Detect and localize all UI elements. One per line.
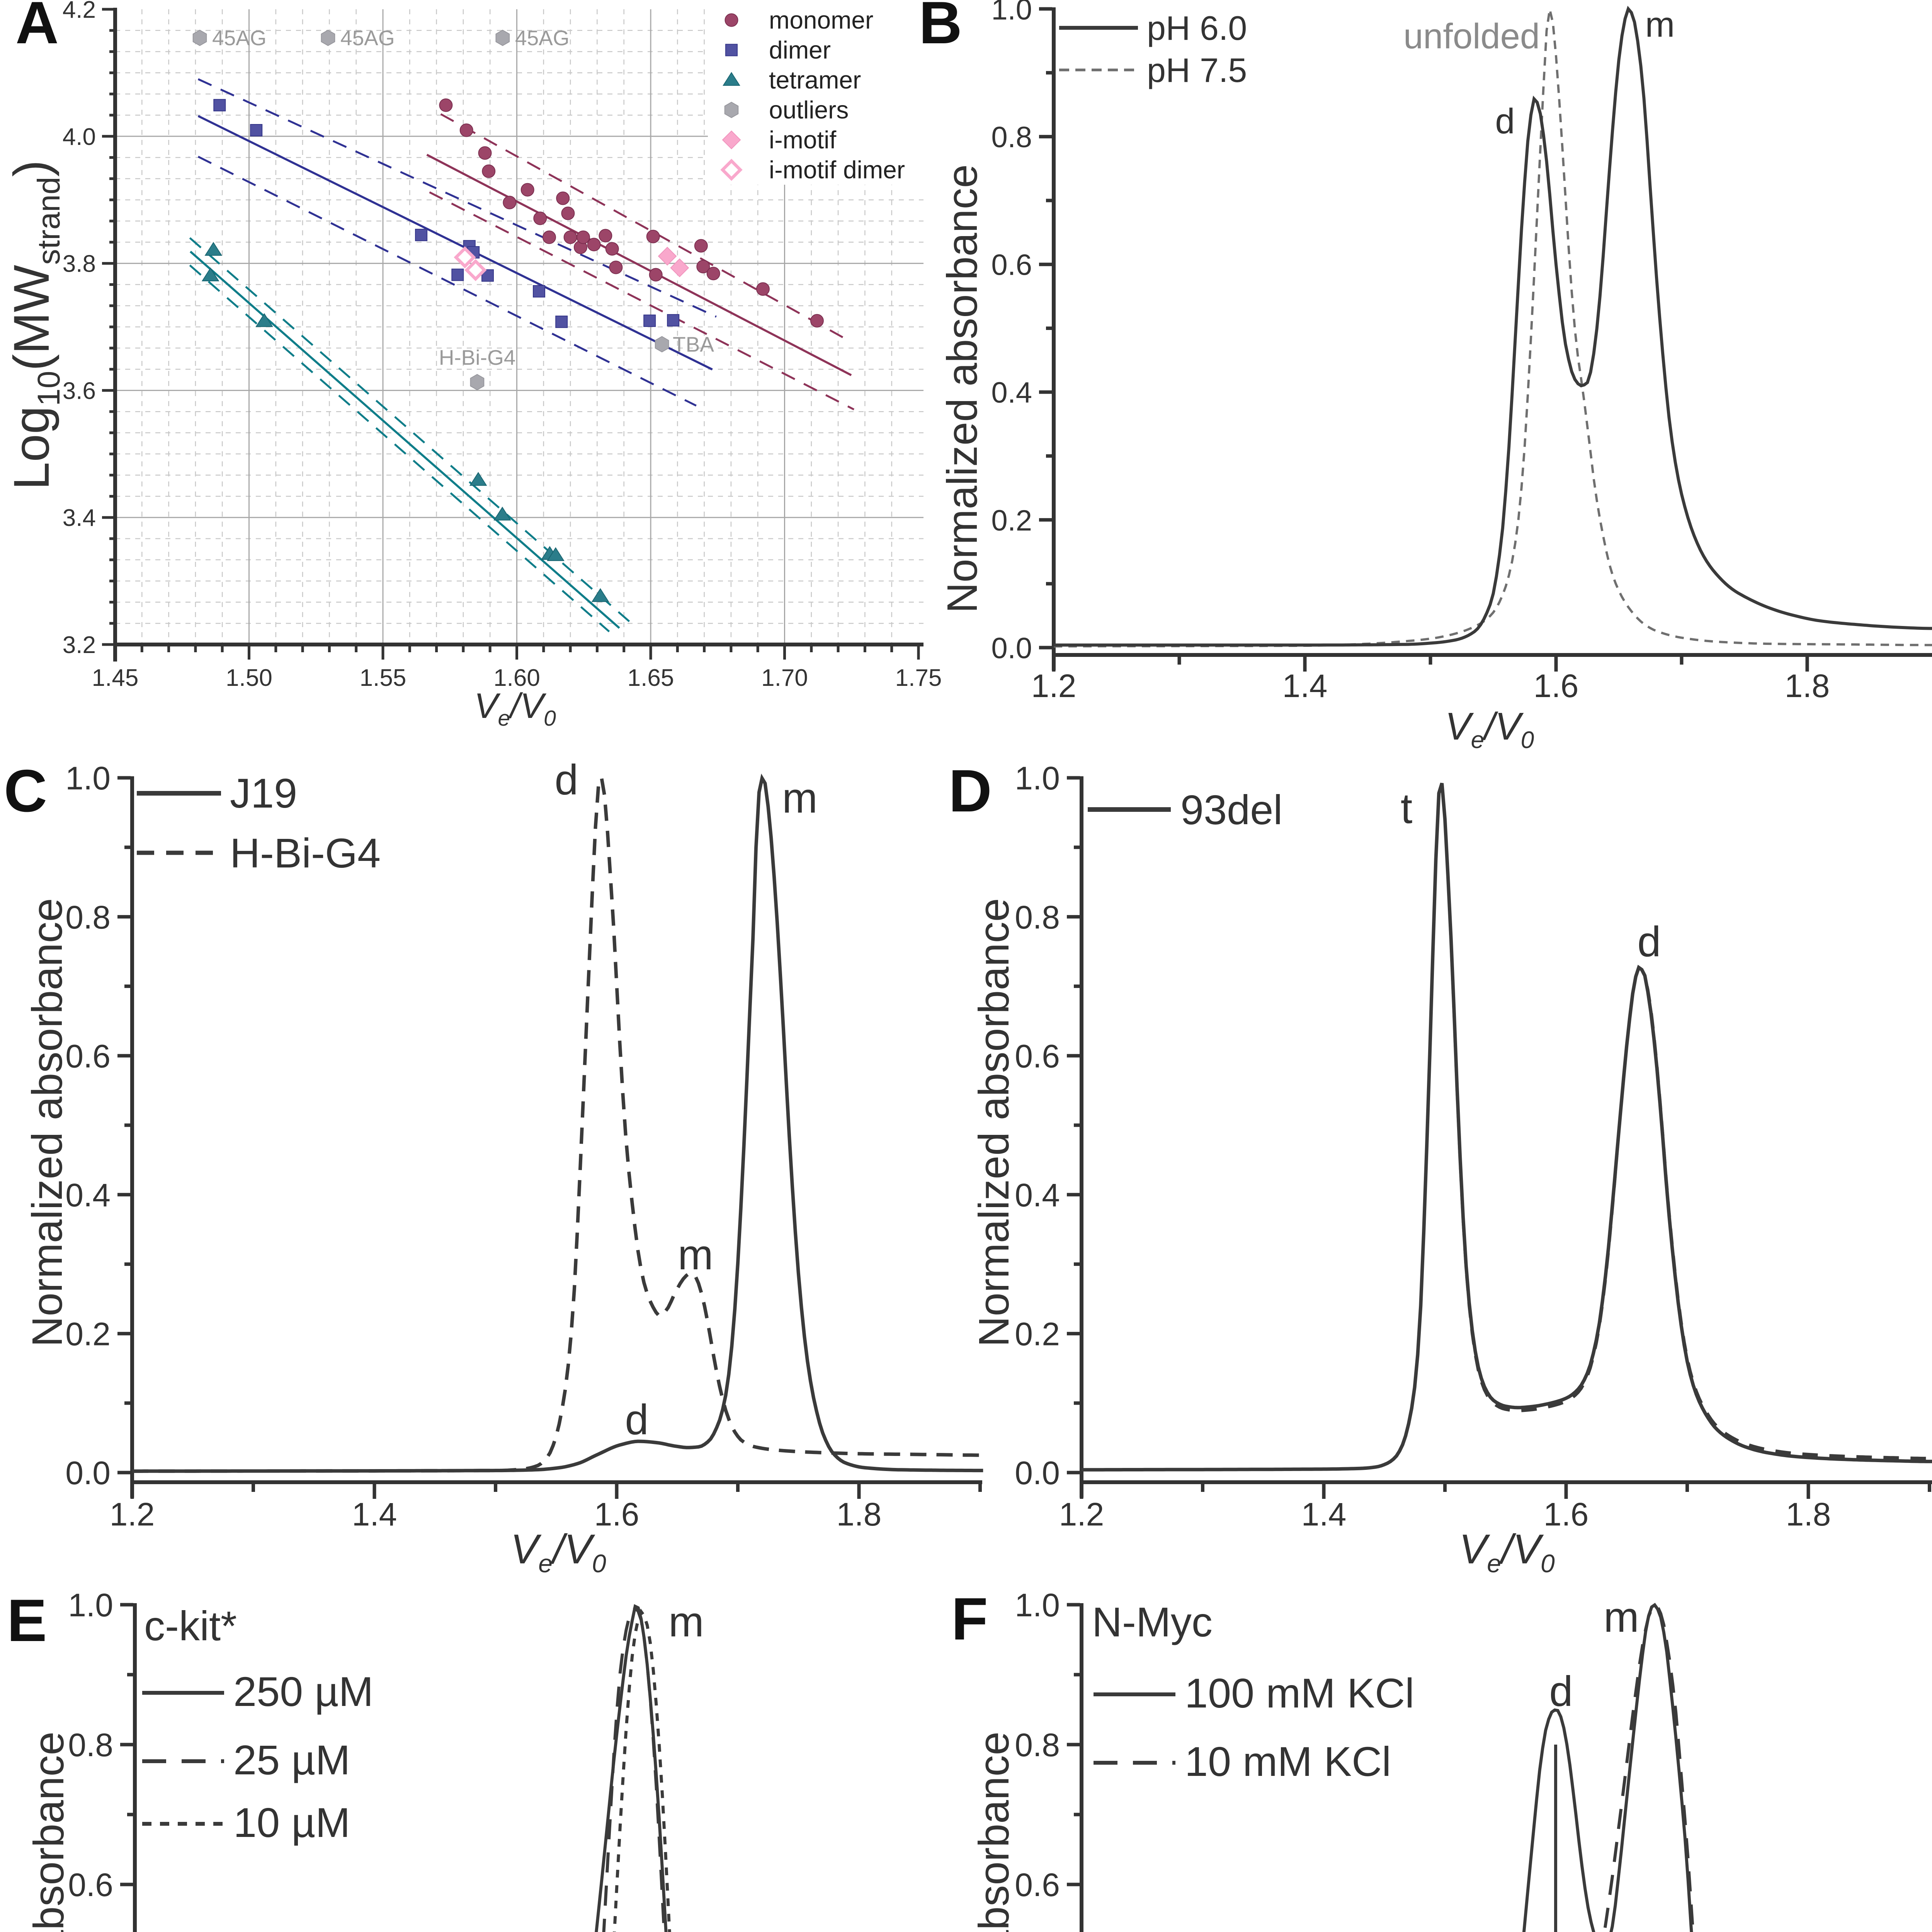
svg-text:1.0: 1.0 [65,760,111,796]
svg-text:1.0: 1.0 [1015,1587,1060,1623]
svg-text:0.4: 0.4 [991,376,1032,409]
svg-text:3.6: 3.6 [63,378,96,404]
svg-text:1.4: 1.4 [352,1496,397,1532]
svg-text:0.6: 0.6 [991,249,1032,282]
svg-text:1.0: 1.0 [68,1587,113,1623]
svg-text:0.8: 0.8 [1015,899,1060,935]
svg-text:0.6: 0.6 [65,1038,111,1074]
svg-text:0.2: 0.2 [1015,1316,1060,1352]
svg-text:i-motif dimer: i-motif dimer [769,156,905,184]
svg-text:1.6: 1.6 [594,1496,639,1532]
svg-text:Ve/V0: Ve/V0 [1459,1526,1555,1578]
svg-text:0.2: 0.2 [65,1316,111,1352]
svg-text:t: t [1401,785,1413,832]
svg-text:pH 6.0: pH 6.0 [1147,9,1247,47]
svg-text:10 mM KCl: 10 mM KCl [1185,1738,1391,1785]
svg-text:Normalized absorbance: Normalized absorbance [24,898,71,1347]
svg-text:Normalized absorbance: Normalized absorbance [970,898,1018,1347]
svg-text:m: m [1604,1594,1639,1641]
svg-text:0.6: 0.6 [1015,1867,1060,1903]
svg-text:0.0: 0.0 [991,632,1032,665]
svg-text:1.50: 1.50 [226,665,272,691]
svg-text:m: m [782,774,818,822]
svg-text:1.2: 1.2 [1059,1496,1104,1532]
svg-text:H-Bi-G4: H-Bi-G4 [230,830,381,876]
svg-text:Ve/V0: Ve/V0 [474,686,556,731]
svg-text:N-Myc: N-Myc [1092,1599,1213,1645]
svg-text:250 µM: 250 µM [233,1668,373,1715]
svg-text:1.4: 1.4 [1282,668,1328,704]
svg-text:c-kit*: c-kit* [144,1602,237,1649]
svg-text:Ve/V0: Ve/V0 [510,1526,606,1578]
svg-text:1.2: 1.2 [1031,668,1077,704]
svg-text:1.45: 1.45 [92,665,139,691]
svg-text:TBA: TBA [673,332,714,356]
svg-text:Ve/V0: Ve/V0 [1445,705,1534,753]
svg-text:0.2: 0.2 [991,504,1032,537]
svg-text:d: d [1495,102,1515,141]
svg-text:0.6: 0.6 [68,1867,113,1903]
svg-text:pH 7.5: pH 7.5 [1147,51,1247,89]
svg-text:i-motif: i-motif [769,126,836,154]
svg-text:D: D [949,757,992,824]
svg-text:Normalized absorbance: Normalized absorbance [939,164,986,613]
svg-text:outliers: outliers [769,96,849,124]
svg-text:1.60: 1.60 [493,665,540,691]
svg-text:3.4: 3.4 [63,505,96,531]
svg-text:0.4: 0.4 [1015,1177,1060,1213]
svg-text:m: m [678,1231,713,1279]
svg-text:1.75: 1.75 [895,665,942,691]
svg-text:d: d [1549,1668,1573,1715]
svg-text:93del: 93del [1180,786,1282,833]
svg-text:3.2: 3.2 [63,632,96,658]
svg-text:m: m [1645,5,1675,44]
svg-text:B: B [919,0,962,56]
svg-text:d: d [625,1396,648,1444]
svg-text:J19: J19 [230,770,297,816]
svg-text:0.8: 0.8 [68,1727,113,1763]
svg-text:E: E [7,1587,47,1654]
svg-text:1.6: 1.6 [1544,1496,1589,1532]
svg-text:1.70: 1.70 [761,665,808,691]
svg-text:1.55: 1.55 [360,665,406,691]
svg-text:1.6: 1.6 [1534,668,1579,704]
svg-text:d: d [1637,918,1661,966]
svg-text:1.8: 1.8 [1785,668,1830,704]
svg-text:1.8: 1.8 [837,1496,882,1532]
svg-text:4.0: 4.0 [63,124,96,150]
svg-text:0.8: 0.8 [1015,1727,1060,1763]
svg-text:3.8: 3.8 [63,251,96,277]
svg-text:Normalized absorbance: Normalized absorbance [25,1731,73,1932]
svg-text:45AG: 45AG [515,26,570,50]
svg-text:4.2: 4.2 [63,0,96,23]
svg-text:F: F [951,1585,988,1652]
svg-text:Normalized absorbance: Normalized absorbance [970,1731,1018,1932]
svg-text:tetramer: tetramer [769,66,861,94]
svg-text:d: d [554,756,578,804]
svg-text:100 mM KCl: 100 mM KCl [1185,1670,1414,1716]
svg-text:25 µM: 25 µM [233,1736,350,1783]
svg-text:1.0: 1.0 [1015,760,1060,796]
svg-text:10 µM: 10 µM [233,1799,350,1846]
svg-text:45AG: 45AG [340,26,395,50]
svg-text:0.6: 0.6 [1015,1038,1060,1074]
svg-text:m: m [668,1598,704,1646]
svg-text:0.0: 0.0 [65,1455,111,1491]
svg-text:H-Bi-G4: H-Bi-G4 [439,345,516,369]
svg-text:monomer: monomer [769,6,873,34]
svg-text:0.8: 0.8 [65,899,111,935]
svg-text:dimer: dimer [769,36,831,64]
svg-text:0.8: 0.8 [991,121,1032,154]
svg-text:A: A [15,0,59,56]
svg-text:45AG: 45AG [212,26,267,50]
svg-text:0.4: 0.4 [65,1177,111,1213]
svg-text:1.2: 1.2 [110,1496,155,1532]
svg-text:C: C [4,757,47,824]
svg-text:0.0: 0.0 [1015,1455,1060,1491]
svg-text:unfolded: unfolded [1403,17,1540,56]
svg-text:1.4: 1.4 [1301,1496,1347,1532]
svg-text:1.0: 1.0 [991,0,1032,26]
svg-text:1.8: 1.8 [1786,1496,1831,1532]
svg-text:1.65: 1.65 [628,665,674,691]
